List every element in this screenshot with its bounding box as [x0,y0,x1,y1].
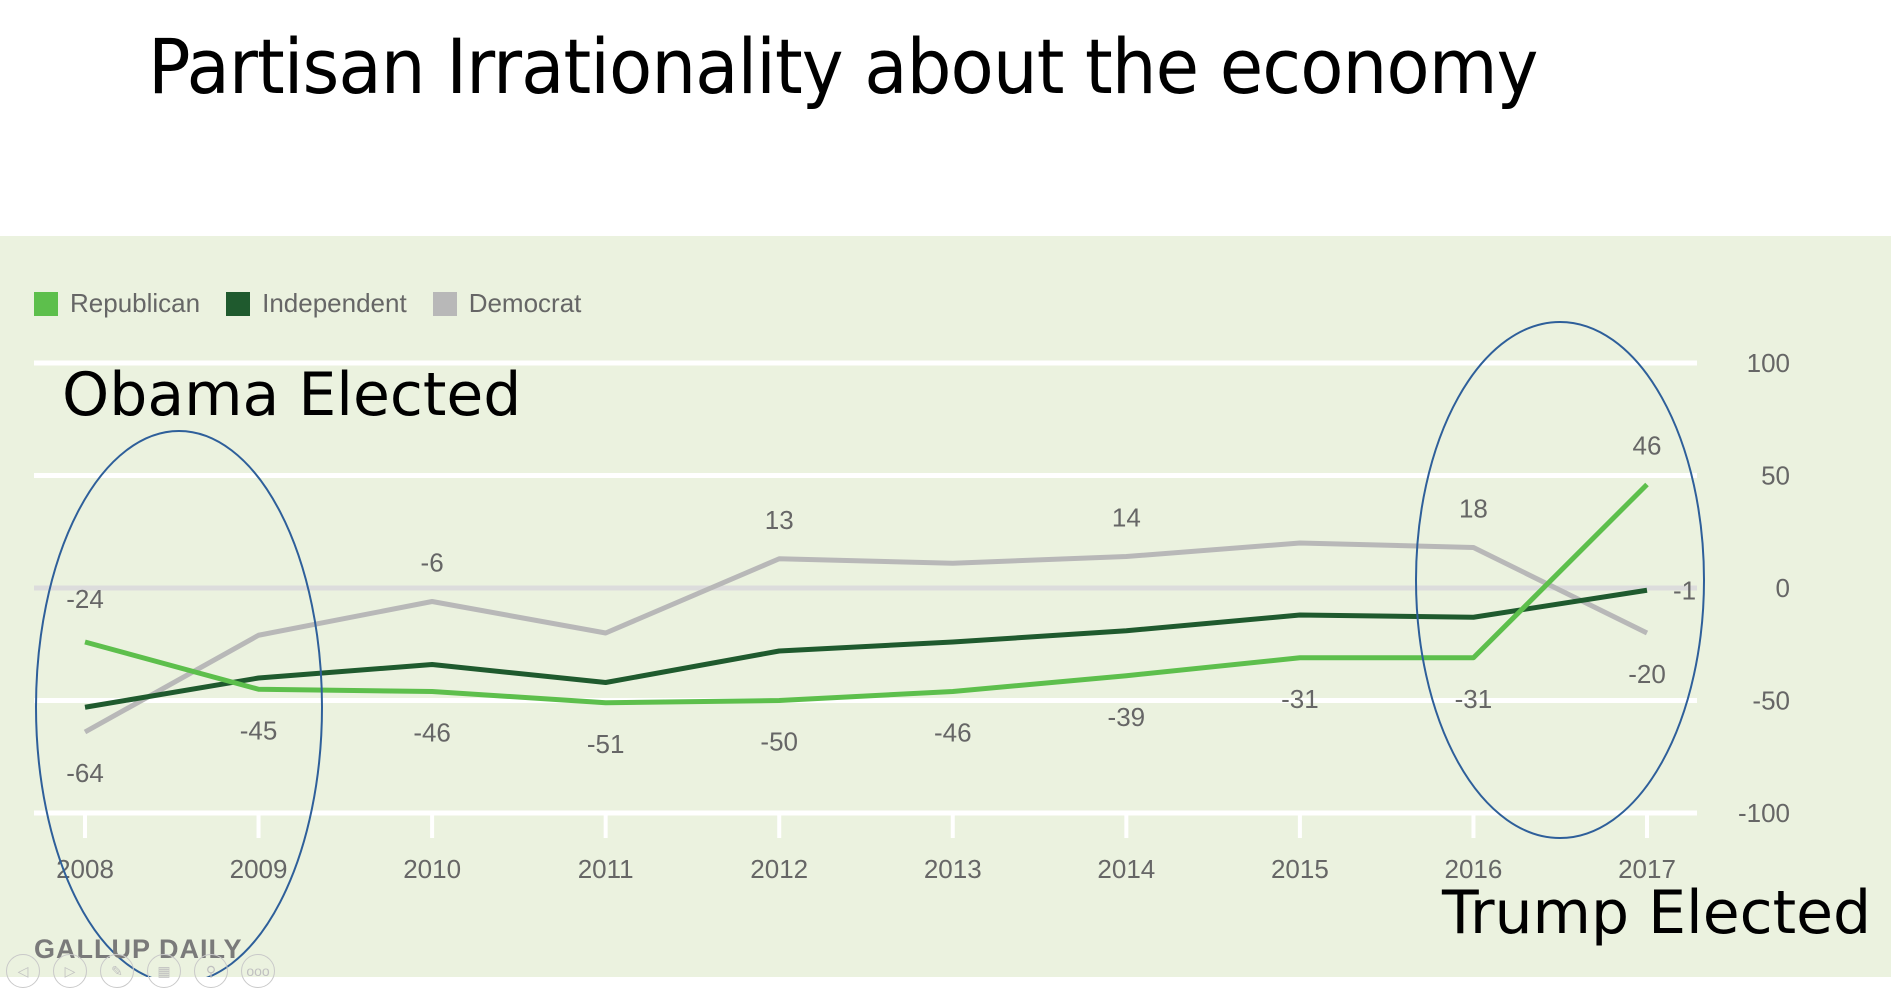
legend-label-independent: Independent [262,288,407,318]
series-line-independent [84,587,1648,710]
x-tick-label: 2010 [403,854,461,884]
x-tick-label: 2008 [56,854,114,884]
data-label: -51 [587,729,625,759]
x-tick-label: 2016 [1445,854,1503,884]
x-tick-label: 2013 [924,854,982,884]
y-tick-label: -100 [1738,798,1790,828]
pen-tool-button[interactable]: ✎ [100,954,134,988]
highlight-ellipse-obama [35,430,323,977]
slide-title: Partisan Irrationality about the economy [148,22,1538,111]
data-label: -20 [1628,659,1666,689]
legend-item-independent: Independent [226,288,407,319]
series-line-democrat [83,540,1649,735]
data-label: 18 [1459,494,1488,524]
data-label: -45 [240,715,278,745]
grid-lines [34,360,1697,816]
x-tick-label: 2011 [578,854,634,884]
data-label: -46 [413,718,451,748]
highlight-ellipses [35,321,1705,977]
x-tick-label: 2009 [230,854,288,884]
data-label: -6 [421,548,444,578]
zoom-button[interactable]: ⚲ [194,954,228,988]
legend-swatch-democrat [432,291,457,316]
more-icon: ooo [246,963,270,979]
next-icon: ▷ [64,962,76,979]
data-labels: -64 -24 -45 -6 -46 -51 13 -50 -46 14 -39 -31 18 -31 46… [66,431,1696,789]
data-label: 13 [765,505,794,535]
legend-item-republican: Republican [34,288,200,319]
y-tick-label: 100 [1747,348,1790,378]
annotation-trump-elected: Trump Elected [1442,878,1872,948]
data-label: -46 [934,718,972,748]
data-label: -39 [1108,702,1146,732]
more-options-button[interactable]: ooo [241,954,275,988]
series-line-republican [84,482,1649,706]
x-tick-label: 2012 [750,854,808,884]
legend-label-republican: Republican [70,288,201,318]
x-tick-label: 2017 [1618,854,1676,884]
y-tick-label: 0 [1776,573,1790,603]
data-label: 14 [1112,503,1141,533]
annotation-obama-elected: Obama Elected [62,360,522,430]
legend-swatch-republican [34,291,58,316]
previous-icon: ◁ [17,962,29,979]
series-lines [83,482,1649,735]
presentation-toolbar: ◁ ▷ ✎ ▦ ⚲ ooo [6,954,288,988]
data-label: -50 [760,727,798,757]
next-slide-button[interactable]: ▷ [53,954,87,988]
data-label: -64 [66,758,104,788]
data-label: -24 [66,584,104,614]
data-label: -31 [1455,684,1493,714]
x-axis: 2008 2009 2010 2011 2012 2013 2014 2015 2016 2017 [56,813,1676,884]
legend-item-democrat: Democrat [432,288,582,319]
slides-grid-icon: ▦ [157,962,171,979]
x-tick-label: 2014 [1097,854,1155,884]
data-label: -31 [1281,684,1319,714]
y-axis: 100 50 0 -50 -100 [1738,348,1790,828]
chart-legend: Republican Independent Democrat [34,288,607,319]
x-tick-label: 2015 [1271,854,1329,884]
zoom-icon: ⚲ [205,962,217,979]
pen-icon: ✎ [111,962,123,979]
highlight-ellipse-trump [1415,321,1705,839]
data-label: -1 [1673,575,1696,605]
y-tick-label: -50 [1752,686,1790,716]
see-all-slides-button[interactable]: ▦ [147,954,181,988]
chart-panel [0,236,1891,977]
previous-slide-button[interactable]: ◁ [6,954,40,988]
legend-swatch-independent [226,291,251,316]
data-label: 46 [1633,431,1662,461]
legend-label-democrat: Democrat [468,288,582,318]
y-tick-label: 50 [1761,461,1790,491]
